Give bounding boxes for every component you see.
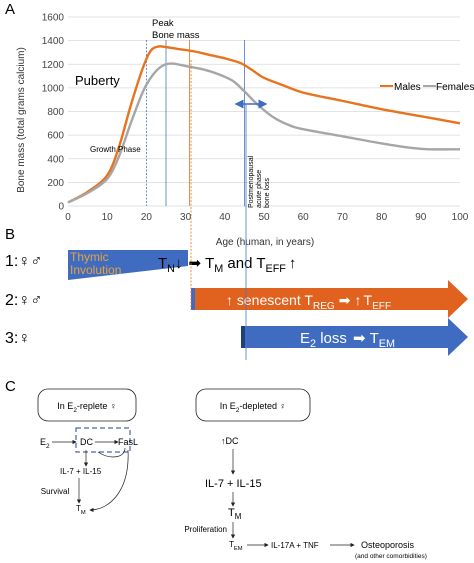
x-tick-60: 60 — [298, 212, 310, 223]
e2-arrow-edge — [241, 326, 245, 348]
legend-label-females: Females — [436, 82, 474, 93]
dc-fasl-dashed-box — [75, 427, 131, 453]
peak-label-line2: Bone mass — [152, 30, 200, 41]
y-tick-1200: 1200 — [42, 60, 65, 71]
right-il17: IL-17A + TNF — [271, 541, 319, 550]
x-tick-80: 80 — [376, 212, 388, 223]
fasl-feedback-curve — [97, 447, 126, 458]
x-tick-70: 70 — [337, 212, 349, 223]
puberty-label: Puberty — [75, 73, 120, 88]
chart-legend: Males Females — [380, 82, 474, 93]
x-tick-labels: 0 10 20 30 40 50 60 70 80 90 100 — [65, 212, 469, 223]
right-tem: TEM — [229, 540, 243, 552]
row2-label: 2:♀♂ — [5, 292, 42, 309]
e2-replete-label: In E2-replete ♀ — [57, 401, 116, 414]
row2-text: ↑ senescent TREG ➡ ↑ TEFF — [226, 292, 391, 312]
row1-text: TN↓ ➡ TM and TEFF ↑ — [158, 255, 296, 275]
panel-c-letter: C — [5, 378, 16, 395]
survival-label: Survival — [41, 487, 70, 496]
fasl-to-tm-curve — [89, 449, 129, 513]
postmeno-line3: bone loss — [264, 178, 271, 208]
y-tick-200: 200 — [47, 178, 64, 189]
left-fasl: FasL — [118, 437, 138, 447]
row3-label: 3:♀ — [5, 330, 30, 347]
x-tick-100: 100 — [452, 212, 469, 223]
chart-series — [67, 45, 461, 204]
x-tick-20: 20 — [141, 212, 153, 223]
postmeno-line2: acute phase — [256, 170, 263, 208]
proliferation-label: Proliferation — [184, 525, 227, 534]
e2-replete-box — [37, 388, 137, 422]
panel-b-letter: B — [5, 226, 15, 243]
left-e2: E2 — [40, 437, 50, 450]
y-tick-1400: 1400 — [42, 36, 65, 47]
y-tick-800: 800 — [47, 107, 64, 118]
y-axis-label: Bone mass (total grams calcium) — [16, 47, 27, 193]
x-tick-0: 0 — [65, 212, 71, 223]
senescent-treg-arrow — [191, 280, 468, 318]
osteoporosis-label: Osteoporosis — [361, 540, 415, 550]
senescent-arrow-edge — [191, 288, 195, 310]
thymic-involution-wedge — [68, 250, 188, 280]
left-il: IL-7 + IL-15 — [60, 467, 102, 476]
bone-mass-chart: 0 200 400 600 800 1000 1200 1400 1600 0 10 20 30 40 5… — [42, 13, 469, 224]
series-line-males — [67, 45, 461, 204]
e2-depleted-box — [195, 388, 311, 422]
peak-label-line1: Peak — [152, 18, 174, 29]
chart-vertical-markers — [145, 40, 245, 206]
series-line-females — [67, 62, 461, 204]
y-tick-1600: 1600 — [42, 13, 65, 24]
thymic-label-1: Thymic — [70, 250, 109, 264]
left-tm: TM — [76, 504, 86, 516]
row1-label: 1:♀♂ — [5, 253, 42, 270]
row3-text: E2 loss ➡ TEM — [300, 330, 395, 350]
panel-a-letter: A — [5, 1, 15, 18]
y-tick-labels: 0 200 400 600 800 1000 1200 1400 1600 — [42, 13, 65, 213]
right-tm: TM — [228, 507, 241, 521]
x-tick-50: 50 — [258, 212, 270, 223]
postmeno-line1: Postmenopausal — [248, 155, 255, 208]
y-tick-1000: 1000 — [42, 83, 65, 94]
y-tick-0: 0 — [58, 202, 64, 213]
e2-depleted-label: In E2-depleted ♀ — [220, 401, 286, 414]
x-axis-label: Age (human, in years) — [216, 237, 314, 248]
y-tick-600: 600 — [47, 131, 64, 142]
growth-phase-label: Growth Phase — [90, 145, 141, 154]
left-dc: DC — [80, 437, 93, 447]
y-tick-400: 400 — [47, 154, 64, 165]
x-tick-30: 30 — [180, 212, 192, 223]
postmenopausal-annotation: Postmenopausal acute phase bone loss — [248, 155, 271, 208]
right-dc: ↑DC — [221, 436, 239, 446]
x-tick-40: 40 — [219, 212, 231, 223]
legend-label-males: Males — [394, 82, 421, 93]
x-tick-10: 10 — [102, 212, 114, 223]
comorbidities-label: (and other comorbidities) — [355, 553, 427, 560]
thymic-label-2: Involution — [70, 263, 121, 277]
right-il: IL-7 + IL-15 — [205, 478, 262, 490]
e2-loss-arrow — [241, 318, 468, 356]
x-tick-90: 90 — [415, 212, 427, 223]
